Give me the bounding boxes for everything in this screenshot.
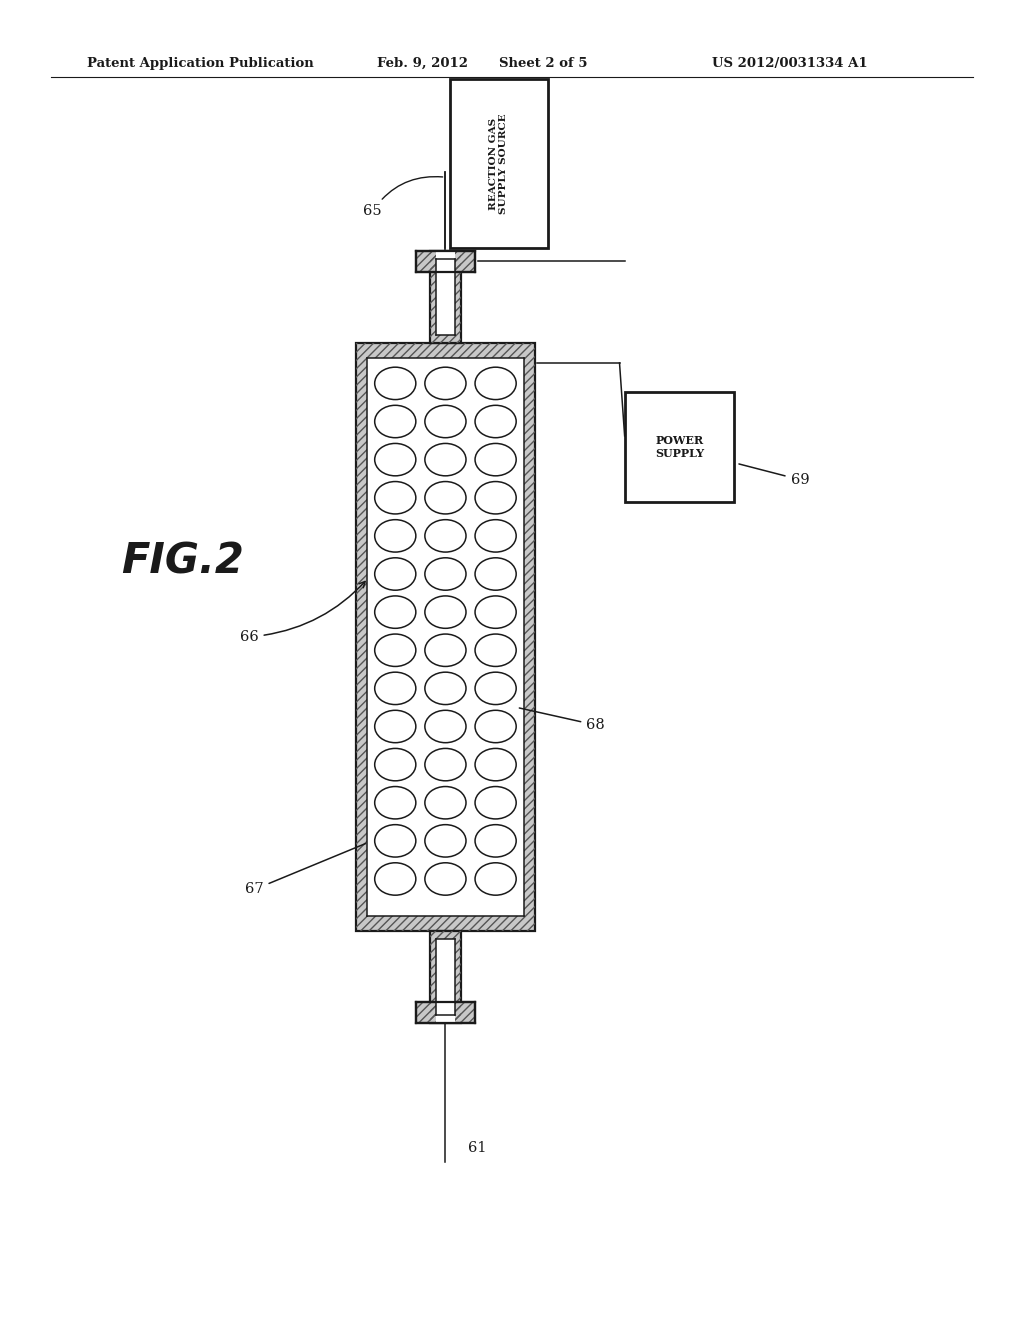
Ellipse shape [375, 482, 416, 513]
Ellipse shape [475, 710, 516, 743]
Ellipse shape [475, 444, 516, 475]
Ellipse shape [425, 748, 466, 781]
Ellipse shape [375, 825, 416, 857]
Ellipse shape [475, 787, 516, 818]
Bar [436, 251, 455, 272]
Ellipse shape [425, 710, 466, 743]
Bar [436, 939, 455, 1015]
Bar [436, 259, 455, 335]
Ellipse shape [375, 634, 416, 667]
Ellipse shape [425, 405, 466, 438]
Bar [416, 1002, 475, 1023]
Bar [356, 343, 535, 931]
Ellipse shape [375, 444, 416, 475]
Ellipse shape [425, 672, 466, 705]
Text: Patent Application Publication: Patent Application Publication [87, 57, 313, 70]
Ellipse shape [425, 558, 466, 590]
Bar [430, 251, 461, 343]
Ellipse shape [425, 863, 466, 895]
Text: 61: 61 [468, 1142, 486, 1155]
Ellipse shape [425, 634, 466, 667]
Text: 68: 68 [519, 708, 605, 733]
Bar [356, 343, 535, 931]
Ellipse shape [425, 520, 466, 552]
Text: 66: 66 [240, 582, 366, 644]
Bar [416, 251, 475, 272]
Ellipse shape [425, 825, 466, 857]
Ellipse shape [375, 520, 416, 552]
Text: US 2012/0031334 A1: US 2012/0031334 A1 [712, 57, 867, 70]
Bar [416, 1002, 475, 1023]
Ellipse shape [375, 748, 416, 781]
Ellipse shape [475, 634, 516, 667]
Bar [625, 392, 734, 502]
Text: Sheet 2 of 5: Sheet 2 of 5 [499, 57, 587, 70]
Bar [430, 931, 461, 1023]
Ellipse shape [375, 367, 416, 400]
Text: 69: 69 [739, 463, 809, 487]
Ellipse shape [375, 595, 416, 628]
Bar [436, 1002, 455, 1023]
Ellipse shape [475, 367, 516, 400]
Ellipse shape [425, 367, 466, 400]
Text: 67: 67 [245, 843, 366, 896]
Ellipse shape [375, 710, 416, 743]
Ellipse shape [475, 558, 516, 590]
Bar [430, 251, 461, 343]
Text: 65: 65 [364, 177, 442, 218]
Ellipse shape [375, 787, 416, 818]
Ellipse shape [475, 520, 516, 552]
Ellipse shape [375, 863, 416, 895]
Ellipse shape [375, 558, 416, 590]
Ellipse shape [475, 825, 516, 857]
Ellipse shape [425, 482, 466, 513]
Text: Feb. 9, 2012: Feb. 9, 2012 [377, 57, 468, 70]
Bar [450, 79, 548, 248]
Ellipse shape [425, 444, 466, 475]
Ellipse shape [475, 748, 516, 781]
Ellipse shape [375, 672, 416, 705]
Ellipse shape [425, 787, 466, 818]
Ellipse shape [475, 863, 516, 895]
Text: REACTION GAS
SUPPLY SOURCE: REACTION GAS SUPPLY SOURCE [489, 114, 508, 214]
Text: POWER
SUPPLY: POWER SUPPLY [655, 434, 703, 459]
Bar [368, 358, 524, 916]
Ellipse shape [475, 405, 516, 438]
Text: FIG.2: FIG.2 [121, 540, 244, 582]
Ellipse shape [475, 595, 516, 628]
Ellipse shape [475, 482, 516, 513]
Ellipse shape [425, 595, 466, 628]
Bar [430, 931, 461, 1023]
Ellipse shape [375, 405, 416, 438]
Bar [416, 251, 475, 272]
Ellipse shape [475, 672, 516, 705]
